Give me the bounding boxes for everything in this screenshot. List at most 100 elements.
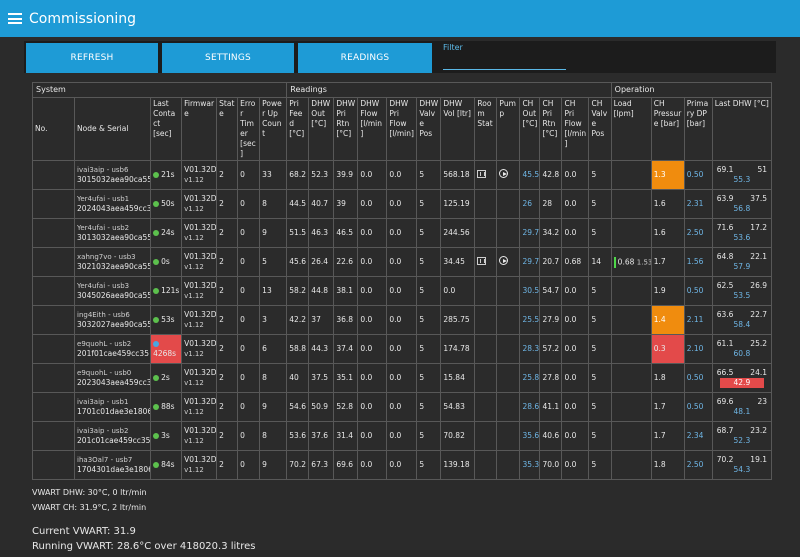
cell-dhw-flow: 0.0 — [357, 218, 388, 248]
last-contact: 4268s — [153, 349, 177, 358]
table-row[interactable]: ivai3aip - usb1 1701c01dae3e1806 88s V01.32… — [31, 392, 773, 422]
column-header[interactable]: Pri Feed [°C] — [286, 97, 310, 161]
column-header[interactable]: Primary DP [bar] — [683, 97, 713, 161]
cell-value: 1.6 — [653, 199, 666, 208]
column-header[interactable]: Last Contact [sec] — [150, 97, 183, 161]
table-row[interactable]: iha3Oal7 - usb7 1704301dae3e1806 84s V01.32… — [31, 450, 773, 480]
cell-value: 0 — [240, 257, 245, 266]
cell-value: 5 — [591, 315, 597, 324]
room-stat-icon[interactable] — [477, 169, 487, 178]
cell-ch-pri-flow: 0.0 — [561, 305, 590, 335]
cell-pump — [496, 160, 521, 190]
cell-pump — [496, 218, 521, 248]
table-row[interactable]: ivai3aip - usb6 3015032aea90ca55 21s V01.32… — [31, 160, 773, 190]
column-header[interactable]: CH Out [°C] — [519, 97, 541, 161]
table-row[interactable]: ivai3aip - usb2 201c01cae459cc35 3s V01.32D… — [31, 421, 773, 451]
node-name: e9quohL - usb2 — [77, 340, 132, 348]
column-header[interactable]: DHW Out [°C] — [308, 97, 335, 161]
cell-value: 44.5 — [289, 199, 306, 208]
pump-play-icon[interactable] — [499, 256, 509, 265]
cell-dhw-pri-flow: 0.0 — [386, 189, 418, 219]
cell-dhw-valve: 5 — [416, 334, 442, 364]
cell-value: 33 — [262, 170, 272, 179]
last-dhw-b: 37.5 — [750, 194, 767, 203]
last-dhw-b: 22.7 — [750, 310, 767, 319]
cell-pri-feed: 45.6 — [286, 247, 310, 277]
cell-state: 2 — [216, 305, 239, 335]
cell-load — [610, 334, 652, 364]
cell-node: Yer4ufai - usb2 3013032aea90ca55 — [74, 218, 152, 248]
cell-pump — [496, 189, 521, 219]
table-row[interactable]: ing4Eith - usb6 3032027aea90ca55 53s V01.32… — [31, 305, 773, 335]
cell-last-dhw: 62.5 26.9 53.5 — [711, 276, 773, 306]
column-header[interactable]: DHW Valve Pos — [416, 97, 442, 161]
settings-button[interactable]: SETTINGS — [162, 43, 294, 73]
column-header[interactable]: DHW Pri Rtn [°C] — [333, 97, 359, 161]
cell-value: 0.0 — [389, 170, 402, 179]
readings-button[interactable]: READINGS — [298, 43, 432, 73]
cell-dhw-pri-flow: 0.0 — [386, 363, 418, 393]
cell-dhw-valve: 5 — [416, 189, 442, 219]
last-dhw-a: 68.7 — [716, 426, 734, 435]
column-header-row: No. Node & Serial Last Contact [sec] Firmwa… — [31, 97, 773, 161]
pump-play-icon[interactable] — [499, 169, 509, 178]
last-dhw-c: 53.5 — [733, 291, 751, 300]
cell-node: ing4Eith - usb6 3032027aea90ca55 — [74, 305, 152, 335]
column-header[interactable]: Node & Serial — [74, 97, 152, 161]
cell-error-timer: 0 — [237, 450, 261, 480]
cell-ch-valve: 5 — [588, 392, 612, 422]
cell-node: e9quohL - usb2 201f01cae459cc35 — [74, 334, 152, 364]
last-dhw-b: 17.2 — [750, 223, 767, 232]
cell-room-stat — [474, 334, 498, 364]
table-row[interactable]: xahng7vo - usb3 3021032aea90ca55 0s V01.32D… — [31, 247, 773, 277]
cell-dhw-out: 37 — [308, 305, 335, 335]
cell-ch-pri-rtn: 27.8 — [539, 363, 563, 393]
cell-dhw-valve: 5 — [416, 392, 442, 422]
cell-dhw-valve: 5 — [416, 305, 442, 335]
firmware-version: V01.32D — [184, 339, 217, 348]
column-header[interactable]: CH Pressure [bar] — [650, 97, 685, 161]
cell-firmware: V01.32D v1.12 — [181, 189, 218, 219]
cell-value: 40.7 — [311, 199, 328, 208]
cell-ch-out: 45.5 — [519, 160, 541, 190]
column-header[interactable]: Power Up Count — [259, 97, 288, 161]
filter-input[interactable] — [443, 69, 566, 70]
refresh-button[interactable]: REFRESH — [26, 43, 158, 73]
column-header[interactable]: CH Valve Pos — [588, 97, 612, 161]
column-header[interactable]: State — [216, 97, 239, 161]
column-header[interactable]: Pump — [496, 97, 521, 161]
cell-primary-dp: 2.31 — [683, 189, 713, 219]
cell-ch-out: 35.6 — [519, 421, 541, 451]
column-header[interactable]: Error Timer [sec] — [237, 97, 261, 161]
column-header[interactable]: DHW Vol [ltr] — [440, 97, 476, 161]
cell-dhw-vol: 244.56 — [440, 218, 476, 248]
cell-primary-dp: 2.50 — [683, 450, 713, 480]
column-header[interactable]: Room Stat — [474, 97, 498, 161]
cell-last-dhw: 69.6 23 48.1 — [711, 392, 773, 422]
cell-node: Yer4ufai - usb1 2024043aea459cc35 — [74, 189, 152, 219]
column-header[interactable]: DHW Flow [l/min] — [357, 97, 388, 161]
room-stat-icon[interactable] — [477, 256, 487, 265]
firmware-version: V01.32D — [184, 223, 217, 232]
column-header[interactable]: CH Pri Rtn [°C] — [539, 97, 563, 161]
cell-no — [31, 421, 76, 451]
cell-room-stat — [474, 189, 498, 219]
menu-icon[interactable] — [8, 13, 22, 24]
column-header[interactable]: CH Pri Flow [l/min] — [561, 97, 590, 161]
status-dot-icon — [153, 230, 160, 236]
table-row[interactable]: e9quohL - usb0 2023043aea459cc35 2s V01.32D… — [31, 363, 773, 393]
cell-value: 0 — [240, 170, 245, 179]
cell-state: 2 — [216, 218, 239, 248]
column-header[interactable]: No. — [31, 97, 76, 161]
table-row[interactable]: Yer4ufai - usb2 3013032aea90ca55 24s V01.32… — [31, 218, 773, 248]
column-header[interactable]: Load [lpm] — [610, 97, 652, 161]
table-row[interactable]: Yer4ufai - usb1 2024043aea459cc35 50s V01.3… — [31, 189, 773, 219]
table-row[interactable]: Yer4ufai - usb3 3045026aea90ca55 121s V01.3… — [31, 276, 773, 306]
cell-value: 0.0 — [564, 344, 577, 353]
table-row[interactable]: e9quohL - usb2 201f01cae459cc35 4268s V01.3… — [31, 334, 773, 364]
column-header[interactable]: Firmware — [181, 97, 218, 161]
column-header[interactable]: DHW Pri Flow [l/min] — [386, 97, 418, 161]
cell-value: 0.0 — [389, 373, 402, 382]
column-header[interactable]: Last DHW [°C] — [711, 97, 773, 161]
cell-ch-pri-flow: 0.0 — [561, 363, 590, 393]
